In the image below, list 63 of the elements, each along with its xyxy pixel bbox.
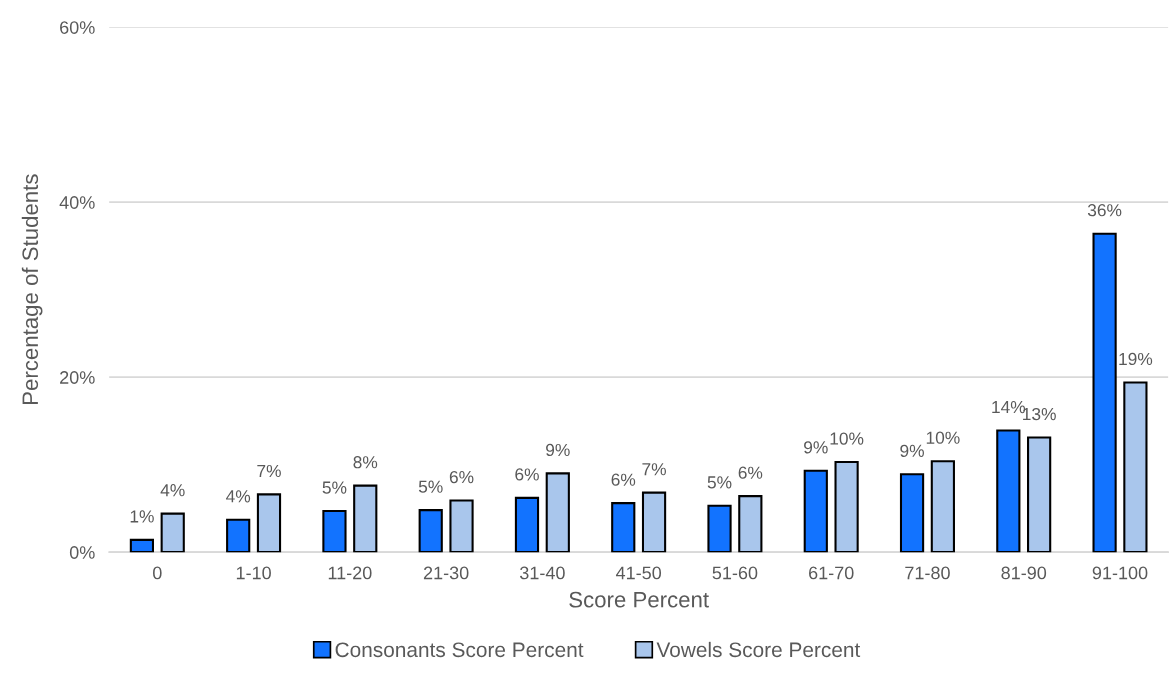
data-label: 19% (1119, 352, 1153, 366)
data-label: 10% (830, 432, 864, 445)
bar (899, 473, 925, 553)
x-tick-label: 61-70 (809, 566, 854, 580)
bar (738, 495, 763, 553)
data-label: 7% (642, 463, 666, 476)
y-tick-label: 60% (60, 21, 95, 34)
data-label: 9% (804, 441, 828, 454)
x-axis-title: Score Percent (569, 591, 709, 608)
data-label: 14% (992, 401, 1026, 414)
data-label: 4% (226, 490, 251, 503)
data-label: 13% (1023, 407, 1056, 421)
bar (545, 472, 570, 553)
bar (449, 499, 474, 553)
x-tick-label: 91-100 (1092, 566, 1148, 580)
x-tick-label: 21-30 (423, 566, 469, 580)
data-label: 5% (322, 481, 347, 494)
bar (707, 504, 732, 553)
bar (996, 429, 1021, 553)
data-label: 9% (900, 444, 924, 457)
data-label: 4% (160, 484, 185, 497)
bar (641, 491, 667, 553)
bar (226, 518, 251, 553)
data-label: 10% (926, 431, 960, 444)
legend-label: Consonants Score Percent (335, 642, 584, 658)
bar (930, 460, 955, 553)
bar (1092, 232, 1117, 553)
bar (418, 509, 443, 553)
bar (803, 469, 828, 553)
bar (160, 512, 185, 553)
data-label: 1% (130, 510, 154, 523)
y-axis-title: Percentage of Students (21, 174, 43, 404)
x-tick-label: 51-60 (712, 566, 758, 580)
data-label: 6% (738, 466, 763, 479)
data-label: 6% (515, 468, 539, 481)
bar (129, 538, 155, 553)
bar (514, 496, 540, 553)
bar (322, 510, 347, 553)
x-tick-label: 41-50 (615, 566, 662, 580)
data-label: 6% (611, 473, 636, 486)
x-tick-label: 71-80 (905, 566, 950, 580)
x-tick-label: 11-20 (328, 566, 372, 580)
bar (834, 461, 859, 553)
data-label: 36% (1087, 204, 1122, 217)
x-tick-label: 0 (153, 566, 162, 580)
data-label: 8% (353, 456, 378, 469)
x-tick-label: 31-40 (519, 566, 565, 580)
x-tick-label: 1-10 (236, 566, 271, 580)
data-label: 5% (707, 476, 732, 489)
x-tick-label: 81-90 (1001, 566, 1047, 580)
bar (611, 502, 636, 553)
y-tick-label: 20% (60, 371, 95, 384)
data-label: 9% (546, 443, 570, 457)
y-tick-label: 40% (59, 196, 95, 209)
bar (1027, 436, 1052, 553)
legend-label: Vowels Score Percent (656, 641, 861, 658)
data-label: 7% (257, 464, 281, 478)
bar (1123, 381, 1148, 553)
data-label: 5% (418, 480, 443, 493)
bar (256, 493, 282, 553)
data-label: 6% (449, 470, 474, 484)
y-tick-label: 0% (69, 546, 95, 559)
bar (353, 484, 378, 553)
